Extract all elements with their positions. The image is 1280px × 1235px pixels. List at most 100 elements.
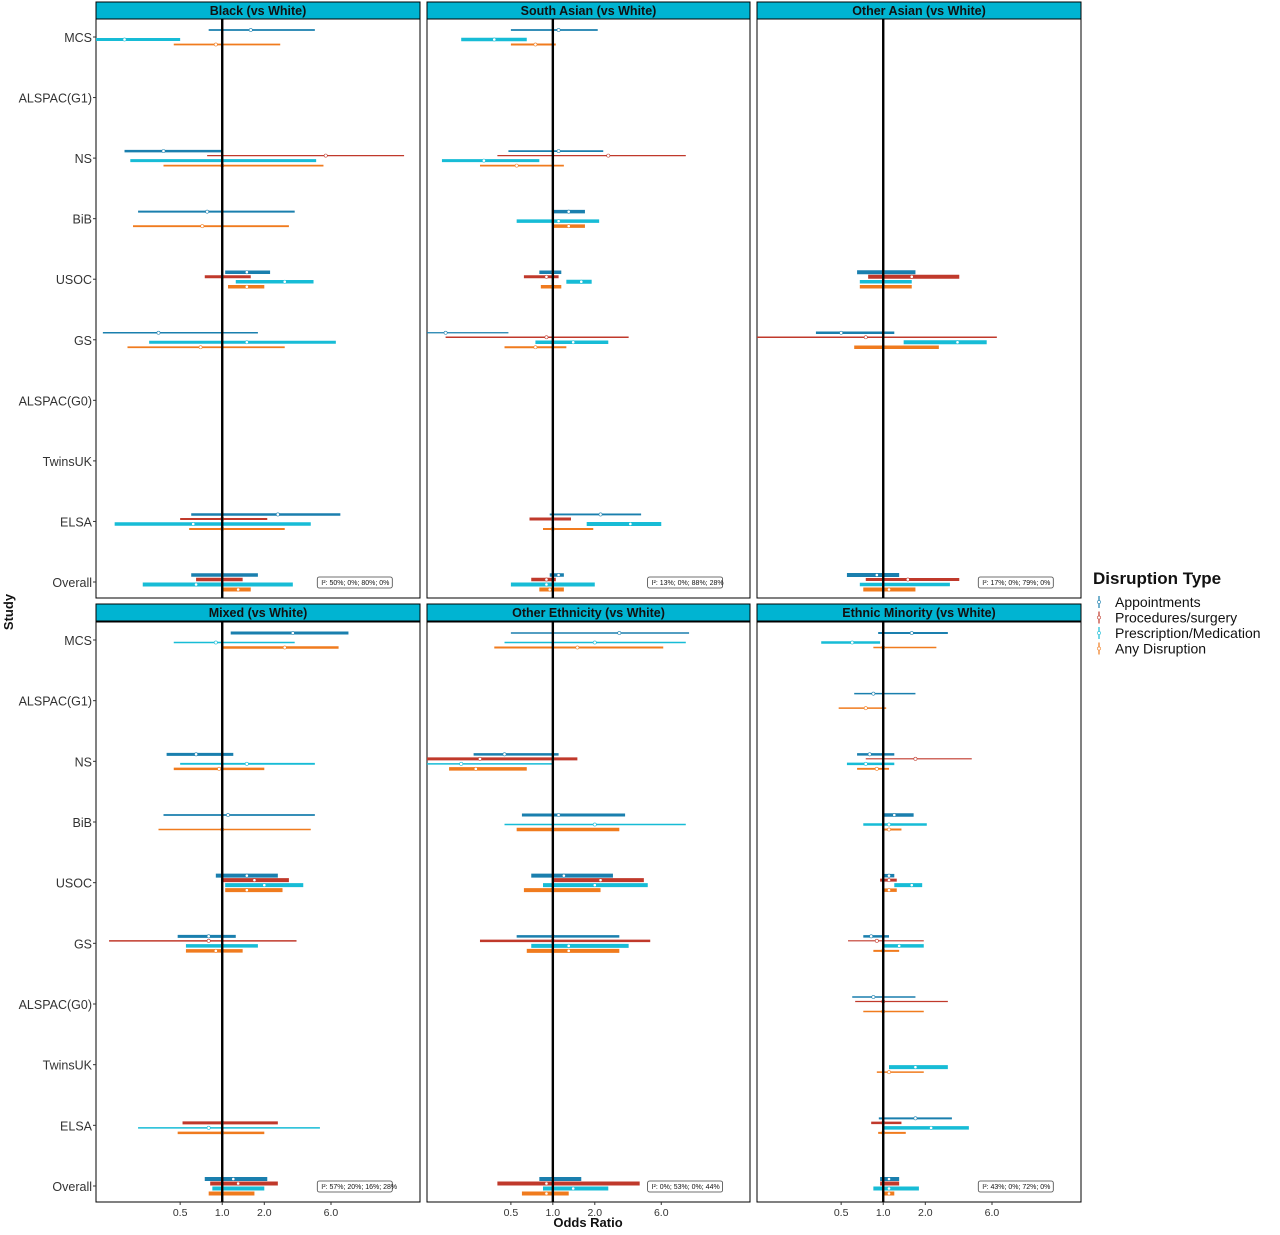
- legend-key-point-procedures: [1097, 615, 1101, 620]
- point-estimate-appointments: [561, 873, 566, 878]
- point-estimate-procedures: [909, 274, 914, 279]
- point-estimate-procedures: [544, 335, 549, 340]
- heterogeneity-box: [977, 576, 1054, 589]
- x-tick-label: 6.0: [324, 1207, 339, 1219]
- point-estimate-prescription: [909, 883, 914, 888]
- point-estimate-any: [887, 1191, 891, 1196]
- panel-frame: [756, 18, 1082, 599]
- point-estimate-any: [887, 827, 891, 832]
- study-label: BiB: [73, 213, 92, 227]
- panel-marks: [427, 28, 686, 592]
- point-estimate-prescription: [913, 1065, 918, 1070]
- point-estimate-appointments: [244, 873, 249, 878]
- point-estimate-prescription: [206, 1125, 211, 1130]
- point-estimate-procedures: [863, 335, 868, 340]
- study-label: ALSPAC(G0): [19, 394, 92, 408]
- point-estimate-any: [533, 42, 538, 47]
- point-estimate-any: [244, 888, 249, 893]
- point-estimate-appointments: [275, 512, 280, 517]
- x-tick-label: 6.0: [654, 1207, 669, 1219]
- heterogeneity-box: [647, 1180, 724, 1193]
- x-tick-label: 2.0: [918, 1207, 933, 1219]
- x-tick-label: 1.0: [215, 1207, 230, 1219]
- point-estimate-appointments: [290, 631, 295, 635]
- point-estimate-procedures: [606, 153, 611, 158]
- heterogeneity-box: [647, 576, 724, 589]
- legend-key-point-any: [1097, 646, 1101, 651]
- point-estimate-any: [887, 888, 891, 893]
- panel-marks: [109, 631, 349, 1196]
- point-estimate-procedures: [478, 756, 482, 761]
- point-estimate-appointments: [874, 573, 879, 577]
- point-estimate-appointments: [161, 149, 166, 154]
- point-estimate-prescription: [213, 640, 218, 645]
- panel-frame: [95, 621, 421, 1203]
- point-estimate-any: [473, 766, 478, 771]
- panel-frame: [756, 621, 1082, 1203]
- study-label: TwinsUK: [43, 455, 93, 469]
- point-estimate-appointments: [156, 330, 161, 335]
- x-tick-label: 2.0: [587, 1207, 602, 1219]
- x-tick-label: 0.5: [173, 1207, 188, 1219]
- point-estimate-prescription: [592, 883, 597, 888]
- point-estimate-prescription: [863, 761, 868, 766]
- study-label: ALSPAC(G1): [19, 92, 92, 106]
- panel: Other Asian (vs White) I²: 17%; 0%; 79%; …: [756, 1, 1082, 599]
- point-estimate-appointments: [248, 28, 253, 32]
- panel-title: Black (vs White): [210, 4, 307, 18]
- point-estimate-any: [200, 224, 205, 229]
- x-tick-label: 0.5: [834, 1207, 849, 1219]
- study-label: GS: [74, 334, 92, 348]
- study-label: ALSPAC(G1): [19, 695, 92, 709]
- panel-title: Other Asian (vs White): [852, 4, 986, 18]
- point-estimate-prescription: [556, 219, 561, 224]
- study-label: TwinsUK: [43, 1059, 93, 1073]
- point-estimate-prescription: [481, 158, 486, 163]
- heterogeneity-label: I²: 0%; 53%; 0%; 44%: [652, 1184, 720, 1191]
- point-estimate-any: [887, 1070, 891, 1075]
- study-label: USOC: [56, 273, 92, 287]
- point-estimate-any: [217, 766, 222, 771]
- panel-marks: [96, 28, 405, 592]
- point-estimate-any: [874, 766, 879, 771]
- legend-key-point-prescription: [1097, 631, 1101, 635]
- panel-title: Mixed (vs White): [209, 606, 308, 620]
- point-estimate-any: [198, 345, 203, 350]
- panel-title: South Asian (vs White): [521, 4, 657, 18]
- study-label: BiB: [73, 816, 92, 830]
- heterogeneity-label: I²: 57%; 20%; 16%; 28%: [321, 1184, 397, 1191]
- point-estimate-prescription: [262, 883, 267, 888]
- point-estimate-appointments: [913, 1116, 918, 1121]
- point-estimate-any: [533, 345, 538, 350]
- point-estimate-prescription: [955, 340, 960, 345]
- point-estimate-prescription: [459, 761, 464, 766]
- panel-frame: [95, 18, 421, 599]
- point-estimate-prescription: [592, 640, 597, 645]
- point-estimate-appointments: [892, 813, 897, 817]
- panel-frame: [426, 621, 751, 1203]
- point-estimate-prescription: [191, 522, 196, 526]
- point-estimate-appointments: [502, 752, 507, 757]
- point-estimate-prescription: [897, 943, 902, 948]
- point-estimate-appointments: [244, 270, 249, 275]
- point-estimate-appointments: [887, 873, 891, 878]
- point-estimate-appointments: [839, 330, 844, 335]
- heterogeneity-label: I²: 17%; 0%; 79%; 0%: [982, 580, 1050, 587]
- heterogeneity-box: [316, 576, 393, 589]
- point-estimate-appointments: [226, 813, 230, 817]
- heterogeneity-label: I²: 13%; 0%; 88%; 28%: [652, 580, 724, 587]
- point-estimate-any: [566, 224, 571, 229]
- panel-header: [95, 603, 421, 622]
- legend-label-procedures: Procedures/surgery: [1115, 610, 1237, 626]
- point-estimate-any: [244, 284, 249, 289]
- point-estimate-appointments: [205, 209, 210, 214]
- point-estimate-appointments: [869, 934, 874, 939]
- point-estimate-appointments: [206, 934, 211, 939]
- point-estimate-any: [213, 42, 218, 47]
- panel-header: [426, 603, 751, 622]
- point-estimate-procedures: [544, 274, 549, 279]
- point-estimate-prescription: [579, 279, 584, 284]
- panel: Black (vs White) I²: 50%; 0%; 80%; 0% MCS A…: [19, 1, 421, 599]
